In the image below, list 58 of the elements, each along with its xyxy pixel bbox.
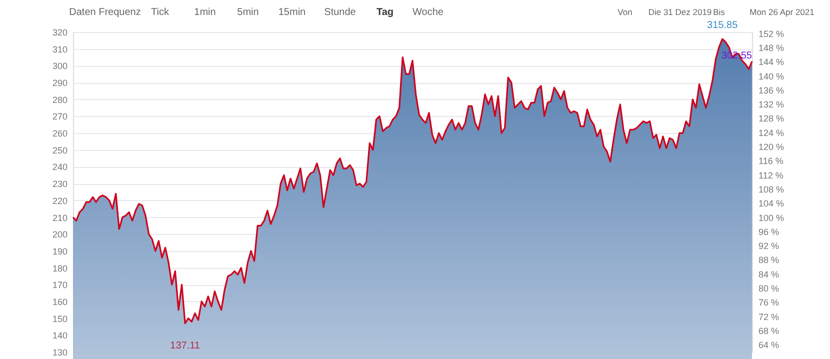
y2-tick-label: 136 % <box>758 85 784 96</box>
y-tick-label: 130 <box>52 348 68 358</box>
y-tick-label: 240 <box>52 162 68 172</box>
y-tick-label: 230 <box>52 179 68 190</box>
y-tick-label: 290 <box>52 78 68 88</box>
y2-tick-label: 88 % <box>758 255 780 266</box>
y-tick-label: 280 <box>52 94 68 105</box>
y2-tick-label: 140 % <box>758 71 784 82</box>
y-tick-label: 300 <box>52 61 68 72</box>
text: Von <box>618 7 633 17</box>
y2-tick-label: 152 % <box>758 28 784 39</box>
y-tick-label: 320 <box>52 28 68 38</box>
y2-tick-label: 80 % <box>758 284 780 294</box>
y2-tick-label: 92 % <box>758 241 780 252</box>
y-tick-label: 160 <box>52 296 68 307</box>
y2-tick-label: 132 % <box>758 100 784 110</box>
annotation: 137.11 <box>170 340 200 352</box>
y2-tick-label: 120 % <box>758 142 784 152</box>
y-tick-label: 170 <box>52 280 68 290</box>
y2-tick-label: 96 % <box>758 226 780 237</box>
y-tick-label: 260 <box>52 128 68 139</box>
text: Die 31 Dez 2019 <box>648 7 712 17</box>
text: Bis <box>713 7 725 17</box>
y2-tick-label: 144 % <box>758 57 784 68</box>
annotation: 302.55 <box>721 50 752 62</box>
text: Stunde <box>324 7 356 18</box>
y-tick-label: 220 <box>52 196 68 206</box>
text: Woche <box>412 7 444 18</box>
y2-tick-label: 100 % <box>758 212 784 223</box>
text: 1min <box>194 7 216 18</box>
y2-tick-label: 148 % <box>758 42 784 53</box>
y2-tick-label: 72 % <box>758 312 780 322</box>
text: Daten Frequenz <box>69 7 141 18</box>
y2-tick-label: 68 % <box>758 326 780 336</box>
text: 5min <box>237 7 259 18</box>
y2-tick-label: 116 % <box>758 156 784 166</box>
y2-tick-label: 76 % <box>758 298 780 308</box>
y2-tick-label: 112 % <box>758 170 784 180</box>
y-tick-label: 180 <box>52 263 68 274</box>
y2-tick-label: 128 % <box>758 114 784 124</box>
text: Mon 26 Apr 2021 <box>750 7 815 17</box>
y-tick-label: 250 <box>52 145 68 156</box>
y-tick-label: 310 <box>52 44 68 54</box>
y-tick-label: 270 <box>52 112 68 122</box>
y-tick-label: 210 <box>52 212 68 223</box>
text: Tick <box>151 7 170 18</box>
y2-tick-label: 104 % <box>758 198 784 209</box>
y-tick-label: 200 <box>52 230 68 240</box>
text: 315.85 <box>707 20 738 31</box>
y2-tick-label: 124 % <box>758 128 784 138</box>
y2-tick-label: 108 % <box>758 184 784 194</box>
text: Tag <box>376 7 394 18</box>
y2-tick-label: 84 % <box>758 269 780 280</box>
text: 15min <box>278 7 306 18</box>
y-tick-label: 190 <box>52 246 68 256</box>
y-tick-label: 140 <box>52 330 68 341</box>
y-tick-label: 150 <box>52 314 68 324</box>
y2-tick-label: 64 % <box>758 340 780 350</box>
